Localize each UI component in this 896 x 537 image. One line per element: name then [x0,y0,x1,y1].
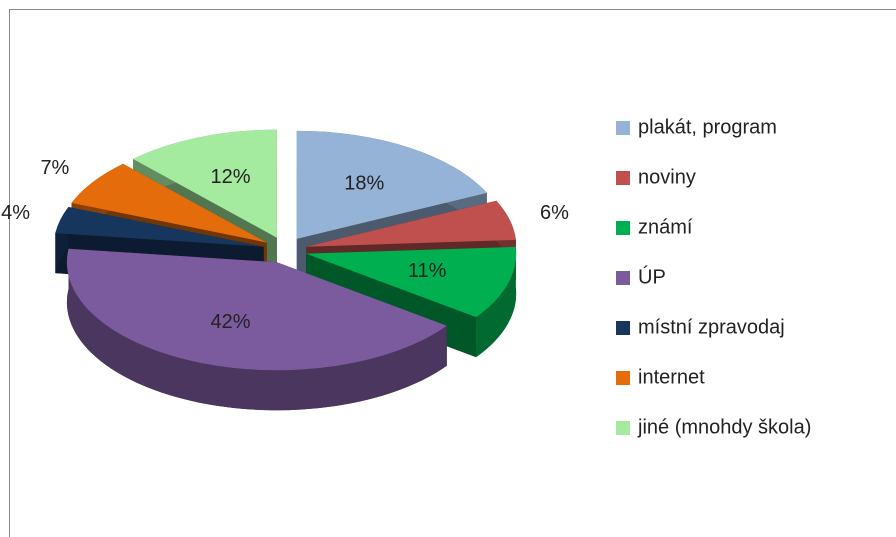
legend-label: noviny [638,166,696,188]
data-label: 4% [1,202,30,224]
legend-swatch [616,121,630,135]
data-label: 6% [540,202,569,224]
legend-swatch [616,321,630,335]
legend-swatch [616,221,630,235]
slice-top [71,163,267,243]
data-label: 12% [211,166,251,188]
slice-top [296,130,487,239]
legend-swatch [616,371,630,385]
slice-wall [476,246,517,358]
legend-label: plakát, program [638,116,777,138]
slice-top [66,248,447,371]
data-label: 18% [344,172,384,194]
data-label: 11% [408,260,447,282]
slice-top [133,129,277,238]
legend-label: jiné (mnohdy škola) [637,416,811,438]
legend-label: místní zpravodaj [638,316,785,338]
legend-swatch [616,171,630,185]
slice-top [55,206,264,247]
legend-swatch [616,271,630,285]
legend-swatch [616,421,630,435]
pie-slice [66,248,447,411]
slice-wall [66,248,447,411]
legend-label: ÚP [638,265,666,288]
slice-top [306,246,517,318]
legend-label: internet [638,366,705,388]
data-label: 7% [40,157,69,179]
legend-label: známí [638,216,693,238]
data-label: 42% [211,311,251,333]
slice-top [306,200,516,247]
